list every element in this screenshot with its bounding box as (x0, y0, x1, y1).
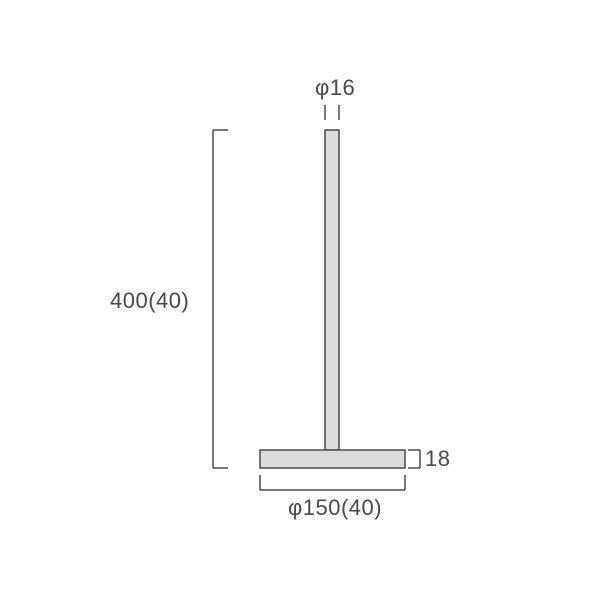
height-label: 400(40) (110, 288, 189, 313)
base-rect (260, 450, 405, 468)
base-diameter-label: φ150(40) (288, 495, 382, 520)
pole-rect (325, 130, 339, 450)
pole-diameter-label: φ16 (315, 75, 355, 100)
base-height-label: 18 (425, 446, 450, 471)
